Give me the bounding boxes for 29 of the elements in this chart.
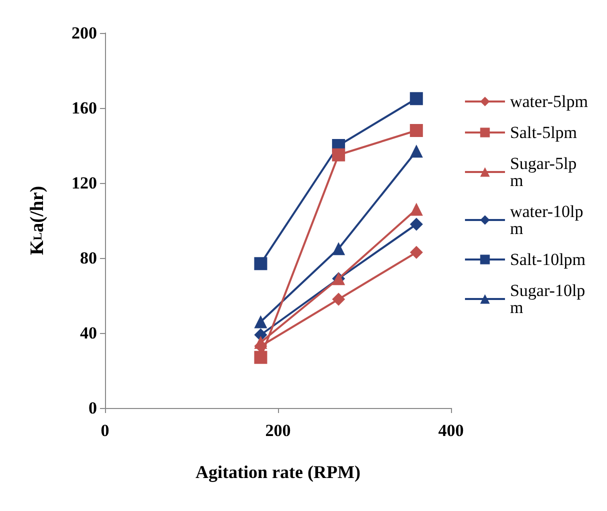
point — [254, 257, 268, 270]
point — [410, 218, 423, 231]
point — [410, 92, 423, 106]
legend-label: Sugar-5lpm — [510, 154, 577, 190]
y-tick-label: 160 — [72, 98, 97, 118]
point — [254, 350, 268, 364]
legend-label: Salt-5lpm — [510, 123, 578, 142]
x-axis-title: Agitation rate (RPM) — [196, 462, 360, 482]
x-tick-label: 0 — [100, 421, 110, 440]
point — [254, 315, 268, 328]
legend-label: water-10lpm — [510, 202, 584, 238]
legend-label: Salt-10lpm — [510, 250, 586, 269]
point — [410, 144, 423, 158]
point — [410, 202, 423, 216]
point — [332, 148, 346, 162]
y-tick-label: 0 — [88, 398, 97, 418]
legend-label: Sugar-10lpm — [510, 281, 586, 317]
point — [410, 246, 423, 259]
x-tick-label: 200 — [265, 421, 291, 440]
y-axis-title: KLa(/hr) — [27, 186, 48, 256]
y-tick-label: 120 — [72, 174, 97, 192]
y-tick-label: 200 — [72, 24, 97, 42]
x-tick-label: 400 — [438, 421, 464, 440]
y-tick-label: 80 — [80, 248, 97, 268]
point — [332, 242, 346, 256]
legend-label: water-5lpm — [510, 92, 588, 111]
y-tick-label: 40 — [80, 324, 97, 342]
point — [410, 124, 423, 137]
point — [332, 292, 346, 306]
